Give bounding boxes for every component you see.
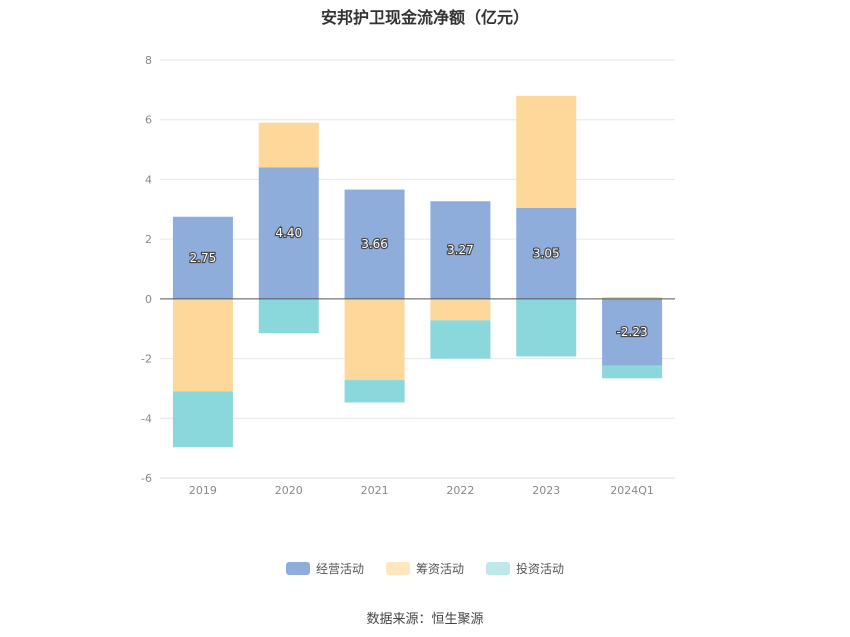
data-label-operating-2024Q1: -2.23 (617, 325, 648, 339)
x-tick-label: 2019 (189, 484, 217, 497)
grid-lines (160, 59, 675, 479)
x-tick-label: 2020 (275, 484, 303, 497)
legend-swatch-operating (285, 562, 310, 575)
bar-financing-2022[interactable] (430, 298, 491, 321)
bar-investing-2020[interactable] (258, 298, 319, 334)
bar-operating-2022[interactable] (430, 201, 491, 299)
bar-investing-2024Q1[interactable] (602, 365, 663, 379)
bar-operating-2021[interactable] (344, 189, 405, 299)
y-tick-label: -2 (141, 353, 152, 366)
bar-financing-2023[interactable] (516, 95, 577, 208)
bar-operating-2019[interactable] (172, 216, 233, 299)
x-tick-label: 2021 (361, 484, 389, 497)
legend-swatch-investing (486, 562, 510, 575)
data-label-operating-2022: 3.27 (447, 243, 474, 257)
y-tick-label: 0 (145, 293, 152, 306)
bar-financing-2019[interactable] (172, 298, 233, 392)
source-note: 数据来源：恒生聚源 (366, 612, 484, 627)
legend: 经营活动 筹资活动 投资活动 (0, 560, 850, 577)
data-label-operating-2023: 3.05 (533, 246, 560, 260)
x-tick-label: 2022 (446, 484, 474, 497)
data-label-operating-2019: 2.75 (190, 251, 217, 265)
bar-operating-2020[interactable] (258, 167, 319, 299)
x-axis-ticks: 2019 2020 2021 2022 2023 2024Q1 (160, 477, 675, 497)
bar-investing-2022[interactable] (430, 320, 491, 359)
y-tick-label: 4 (145, 173, 152, 186)
bar-operating-2024Q1[interactable] (602, 298, 663, 366)
bar-investing-2019[interactable] (172, 391, 233, 448)
y-tick-label: -4 (141, 412, 152, 425)
bar-financing-2024Q1[interactable] (602, 297, 663, 299)
x-tick-label: 2024Q1 (610, 484, 654, 497)
data-label-operating-2021: 3.66 (361, 237, 388, 251)
y-tick-label: 6 (145, 114, 152, 127)
legend-swatch-financing (385, 562, 410, 575)
bar-operating-2023[interactable] (516, 207, 577, 299)
y-tick-label: 2 (145, 233, 152, 246)
bar-investing-2023[interactable] (516, 298, 577, 357)
bar-financing-2020[interactable] (258, 122, 319, 168)
legend-label-operating: 经营活动 (315, 562, 364, 576)
y-tick-label: 8 (145, 54, 152, 67)
bars (172, 95, 663, 448)
data-label-operating-2020: 4.40 (275, 226, 302, 240)
data-labels: 2.75 4.40 3.66 3.27 3.05 -2.23 (188, 225, 648, 340)
legend-item-operating[interactable]: 经营活动 (285, 560, 364, 577)
y-axis-ticks: 8 6 4 2 0 -2 -4 -6 (141, 54, 152, 485)
x-tick-label: 2023 (532, 484, 560, 497)
legend-label-investing: 投资活动 (516, 562, 565, 576)
legend-item-investing[interactable]: 投资活动 (486, 560, 564, 577)
bar-investing-2021[interactable] (344, 380, 405, 403)
chart-title: 安邦护卫现金流净额（亿元） (320, 8, 529, 27)
legend-label-financing: 筹资活动 (415, 562, 464, 576)
bar-financing-2021[interactable] (344, 298, 405, 381)
legend-item-financing[interactable]: 筹资活动 (385, 560, 464, 577)
y-tick-label: -6 (141, 472, 152, 485)
